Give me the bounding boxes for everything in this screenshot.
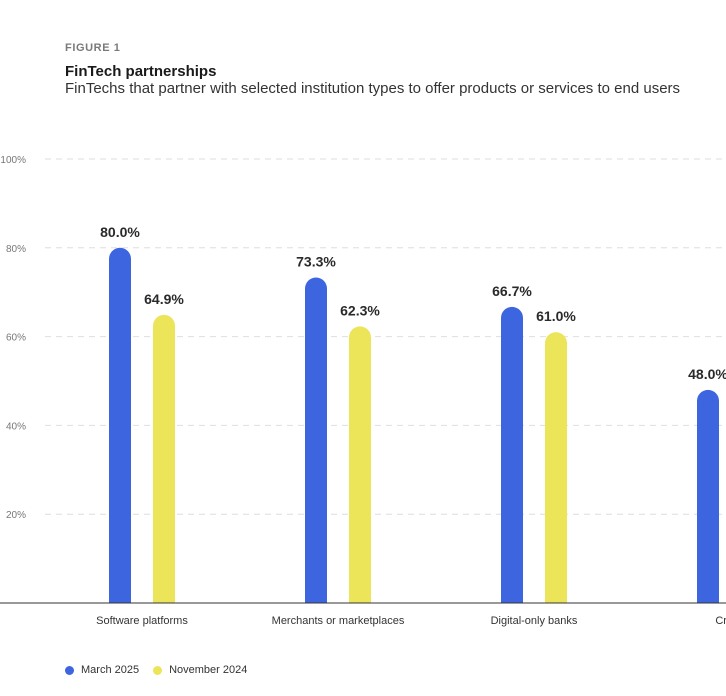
legend-swatch-november-2024 bbox=[153, 665, 163, 675]
y-tick-label: 20% bbox=[6, 510, 26, 521]
bar bbox=[349, 326, 371, 614]
data-label: 62.3% bbox=[340, 302, 380, 318]
y-tick-label: 100% bbox=[0, 155, 26, 166]
y-tick-label: 40% bbox=[6, 421, 26, 432]
bar bbox=[501, 306, 523, 614]
data-label: 73.3% bbox=[296, 254, 336, 270]
chart-subtitle: FinTechs that partner with selected inst… bbox=[65, 80, 681, 97]
legend-item-november-2024: November 2024 bbox=[153, 664, 247, 676]
y-tick-label: 60% bbox=[6, 333, 26, 344]
legend-item-march-2025: March 2025 bbox=[65, 664, 139, 676]
y-tick-label: 80% bbox=[6, 244, 26, 255]
data-label: 80.0% bbox=[100, 224, 140, 240]
legend-swatch-march-2025 bbox=[65, 665, 74, 675]
x-tick-label: Merchants or marketplaces bbox=[272, 615, 405, 627]
legend-label-march-2025: March 2025 bbox=[81, 664, 140, 676]
bar bbox=[109, 247, 131, 615]
chart-title: FinTech partnerships bbox=[65, 63, 217, 80]
bar bbox=[153, 314, 175, 614]
figure-label: FIGURE 1 bbox=[65, 42, 121, 54]
data-label: 61.0% bbox=[536, 308, 576, 324]
x-tick-label: Credit bbox=[715, 615, 726, 627]
legend: March 2025 November 2024 bbox=[65, 664, 261, 676]
legend-label-november-2024: November 2024 bbox=[169, 664, 248, 676]
data-label: 48.0% bbox=[688, 366, 726, 382]
baseline-mask bbox=[0, 603, 726, 633]
bar bbox=[305, 277, 327, 614]
x-tick-label: Digital-only banks bbox=[491, 615, 578, 627]
bar bbox=[697, 389, 719, 614]
data-label: 66.7% bbox=[492, 283, 532, 299]
x-tick-label: Software platforms bbox=[96, 615, 188, 627]
bar bbox=[545, 332, 567, 614]
data-label: 64.9% bbox=[144, 291, 184, 307]
